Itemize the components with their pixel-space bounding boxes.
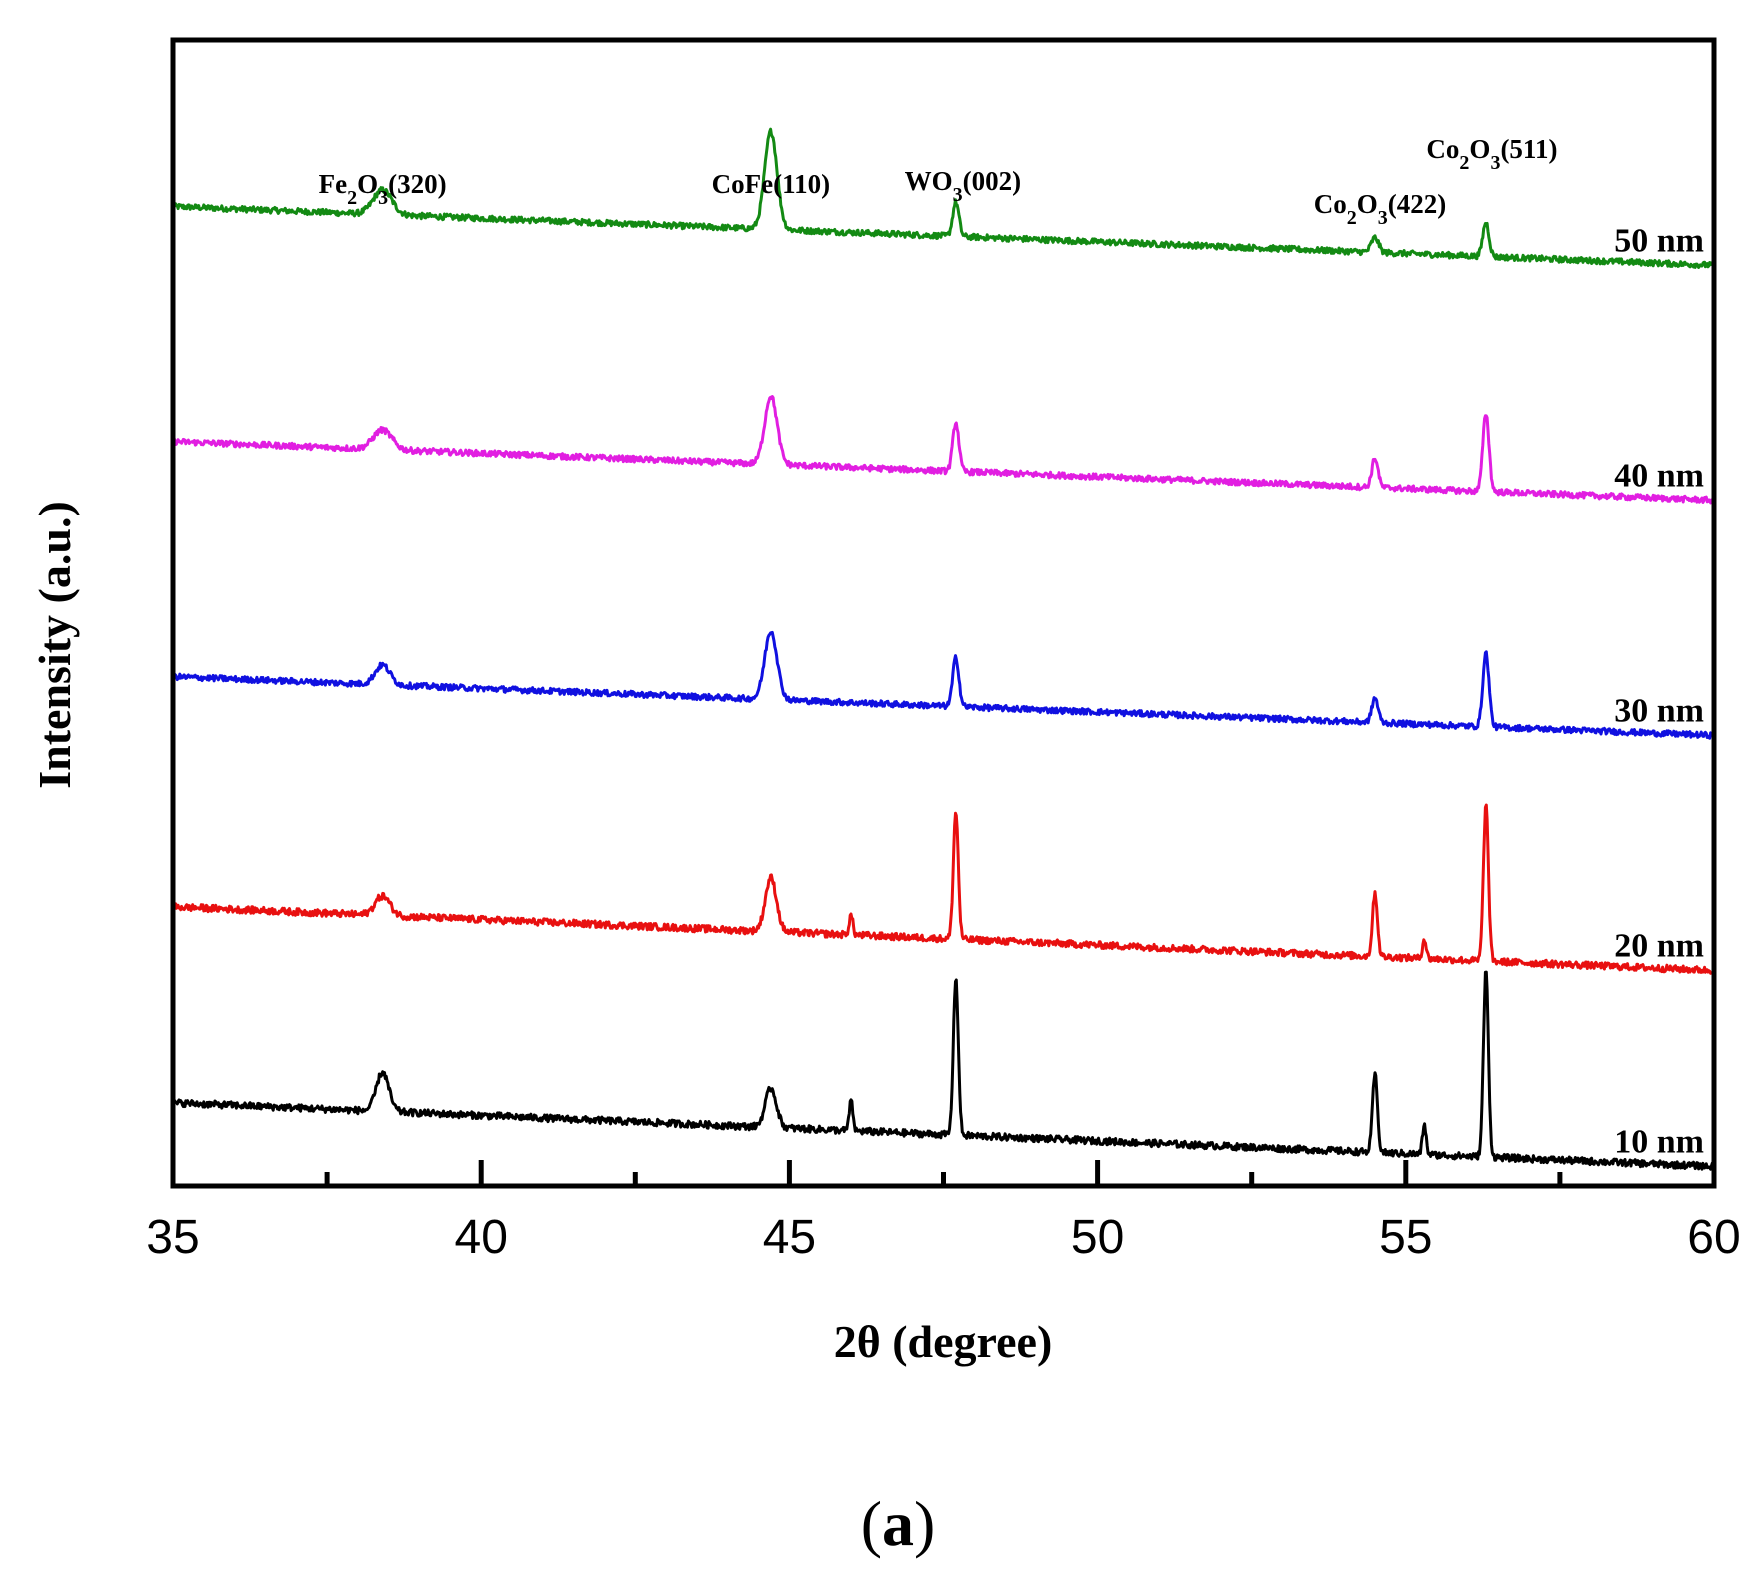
x-axis-title: 2θ (degree) (834, 1316, 1053, 1367)
series-label: 30 nm (1614, 692, 1704, 729)
x-tick-label: 60 (1687, 1211, 1740, 1264)
series-line-20nm (171, 803, 1716, 975)
peak-label: Fe2O3(320) (319, 169, 447, 209)
x-tick-label: 40 (455, 1211, 508, 1264)
x-axis-tick-labels: 35 40 45 50 55 60 (146, 1211, 1740, 1264)
series-label: 10 nm (1614, 1123, 1704, 1160)
y-axis-title: Intensity (a.u.) (29, 501, 80, 789)
series-line-10nm (171, 970, 1715, 1171)
peak-label: WO3(002) (905, 166, 1022, 206)
x-tick-label: 45 (763, 1211, 816, 1264)
series-label: 20 nm (1614, 928, 1704, 965)
series-traces (171, 127, 1716, 1171)
series-line-40nm (171, 395, 1716, 505)
series-label: 40 nm (1614, 457, 1704, 494)
peak-label: Co2O3(511) (1426, 134, 1557, 174)
series-labels: 50 nm 40 nm 30 nm 20 nm 10 nm (1614, 222, 1704, 1160)
peak-label: Co2O3(422) (1314, 189, 1447, 229)
x-tick-label: 55 (1379, 1211, 1432, 1264)
panel-label: (a) (861, 1488, 936, 1559)
x-axis-ticks (170, 1160, 1717, 1186)
series-label: 50 nm (1614, 222, 1704, 259)
x-tick-label: 35 (146, 1211, 199, 1264)
peak-annotations: Fe2O3(320) CoFe(110) WO3(002) Co2O3(422) Co2… (319, 134, 1558, 229)
series-line-30nm (171, 630, 1716, 740)
series-line-50nm (171, 127, 1715, 269)
x-tick-label: 50 (1071, 1211, 1124, 1264)
peak-label: CoFe(110) (712, 169, 830, 199)
